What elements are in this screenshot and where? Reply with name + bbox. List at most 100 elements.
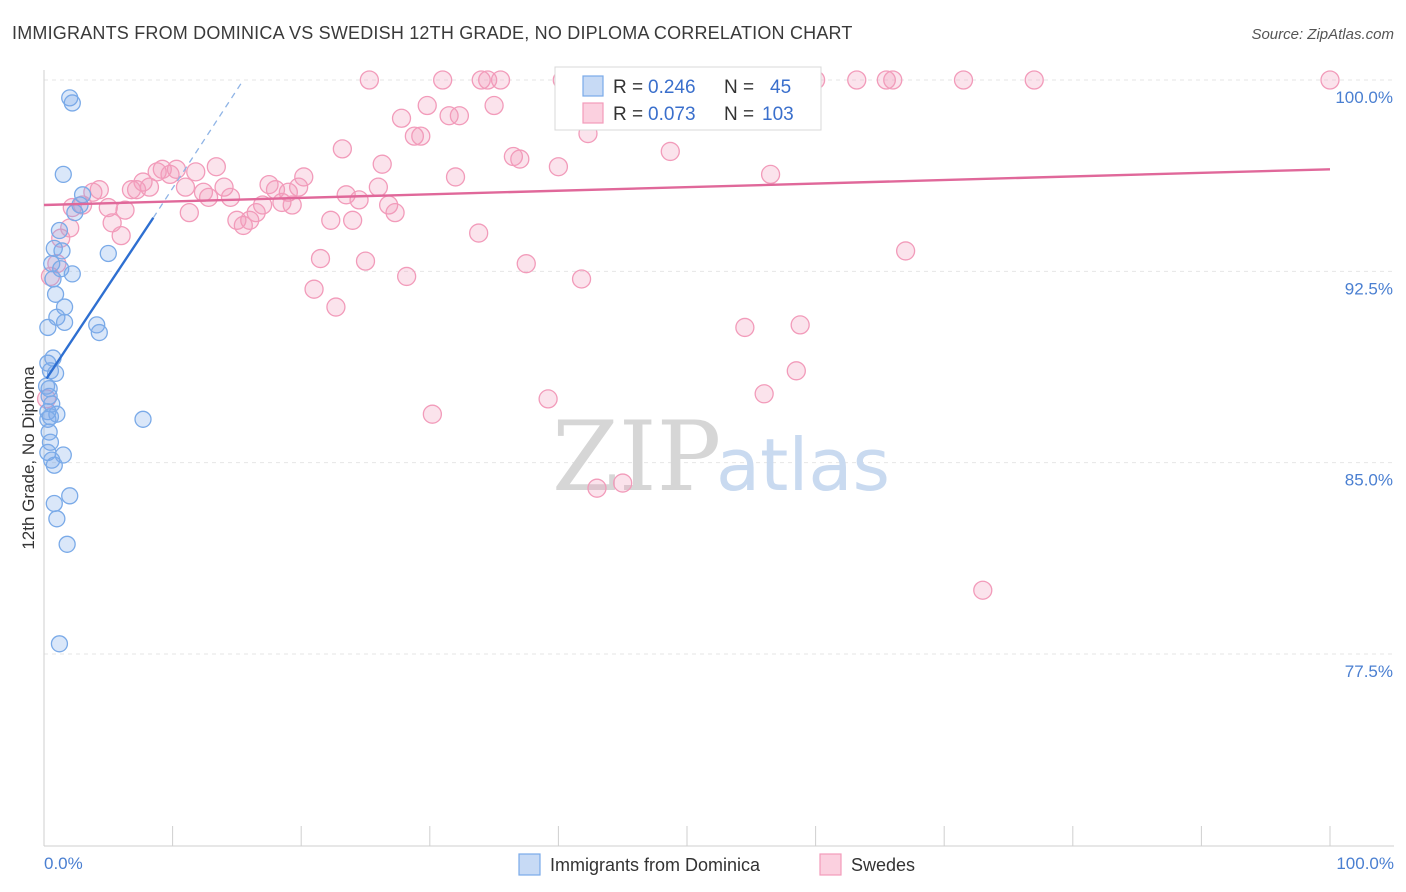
data-point [484,95,504,116]
legend-r-label-2: R = [613,104,643,125]
data-point [304,279,324,299]
data-point [516,254,536,274]
data-point [449,106,470,126]
data-point [391,108,412,128]
trend-layer [43,79,1331,380]
data-point [50,635,69,653]
data-point [973,580,993,600]
data-point [45,456,63,474]
data-point [198,187,219,208]
series-layer [36,70,1340,653]
data-point [45,494,63,513]
data-point [790,315,810,335]
data-point [321,210,341,230]
data-point [39,318,57,337]
data-point [471,70,491,90]
data-point [259,174,279,195]
data-point [760,164,781,185]
data-point [36,389,57,409]
bottom-legend-swatch-dominica [518,853,541,876]
data-point [48,510,66,528]
watermark-zip: ZIP [552,401,721,513]
data-point [1320,70,1340,90]
stats-legend: R = 0.246 N = 45 R = 0.073 N = 103 [554,66,822,131]
data-point [310,248,331,269]
legend-n-value-1: 45 [770,77,791,98]
trend-line-dominica [45,217,155,380]
data-point [735,317,755,338]
data-point [186,162,206,182]
data-point [39,410,57,428]
data-point [754,384,774,404]
gridlines [44,79,1394,655]
data-point [53,242,71,260]
data-point [1024,70,1044,90]
chart-title: IMMIGRANTS FROM DOMINICA VS SWEDISH 12TH… [12,23,853,43]
data-point [50,221,69,240]
legend-r-value-1: 0.246 [648,77,696,98]
data-point [445,167,466,187]
data-point [613,473,633,493]
data-point [548,157,569,177]
data-point [538,389,558,409]
data-point [587,478,607,498]
y-tick-label: 100.0% [1335,88,1393,107]
legend-n-label-1: N = [724,77,754,98]
legend-r-label-1: R = [613,77,643,98]
trend-extension-dominica [152,79,244,219]
data-point [246,203,266,223]
data-point [66,204,84,222]
trend-line-swedes [43,168,1331,207]
data-point [282,195,302,215]
data-point [115,200,135,220]
y-tick-label: 92.5% [1345,279,1393,298]
data-point [417,95,437,116]
y-tick-labels: 100.0% 92.5% 85.0% 77.5% [1335,88,1393,681]
data-point [44,270,62,288]
data-point [385,203,405,223]
data-point [278,182,298,202]
y-axis-label: 12th Grade, No Diploma [19,366,38,550]
legend-n-value-2: 103 [762,104,794,125]
data-point [349,190,369,210]
data-point [139,177,160,197]
legend-r-value-2: 0.073 [648,104,696,125]
data-point [490,70,511,90]
data-point [90,323,108,342]
data-point [99,244,117,263]
legend-n-label-2: N = [724,104,754,125]
data-point [439,106,459,126]
legend-swatch-swedes [582,102,604,124]
data-point [953,70,974,90]
data-point [166,159,187,179]
chart-source: Source: ZipAtlas.com [1251,26,1394,43]
data-point [397,266,417,287]
data-point [220,187,241,208]
data-point [58,535,76,553]
data-point [332,139,353,159]
x-tick-label-right: 100.0% [1336,854,1394,873]
data-point [342,210,363,230]
data-point [40,380,58,398]
data-point [54,165,72,184]
data-point [895,241,916,261]
bottom-legend-label-dominica: Immigrants from Dominica [550,855,761,875]
series-legend: Immigrants from Dominica Swedes [518,853,915,876]
legend-swatch-dominica [582,75,604,97]
data-point [206,157,226,177]
data-point [372,154,392,174]
data-point [355,251,376,271]
data-point [469,223,489,243]
data-point [876,70,896,90]
data-point [160,164,180,185]
data-point [133,172,153,192]
data-point [786,361,806,381]
x-ticks [43,826,1331,846]
data-point [179,203,199,223]
data-point [240,210,260,230]
data-point [404,126,425,146]
data-point [883,70,903,90]
data-point [847,70,867,90]
data-point [63,94,81,112]
data-point [61,487,79,505]
